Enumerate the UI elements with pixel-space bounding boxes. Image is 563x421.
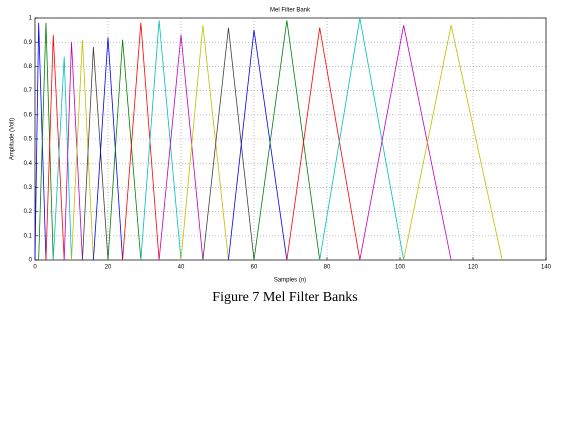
filter-line (158, 34, 204, 261)
y-tick-label: 0.9 (24, 40, 33, 46)
x-tick-label: 0 (33, 265, 37, 271)
filter-line (202, 27, 255, 261)
y-tick-label: 0.7 (24, 88, 33, 94)
x-tick-label: 120 (468, 265, 479, 271)
filter-line (34, 22, 47, 261)
y-tick-label: 0.3 (24, 185, 33, 191)
y-axis-label: Amplitude (Volt) (10, 118, 16, 160)
x-tick-label: 100 (395, 265, 406, 271)
filter-line (403, 25, 503, 261)
filter-line (122, 22, 160, 261)
filter-line (52, 56, 72, 261)
filter-line (63, 42, 83, 261)
filter-line (45, 34, 65, 261)
figure-caption: Figure 7 Mel Filter Banks (212, 290, 357, 305)
y-tick-label: 0.5 (24, 137, 33, 143)
chart-title: Mel Filter Bank (270, 8, 311, 14)
y-tick-label: 0.6 (24, 112, 33, 118)
filter-line (286, 27, 361, 261)
filter-line (93, 37, 123, 261)
y-tick-label: 0.1 (24, 233, 33, 239)
y-tick-label: 0 (29, 258, 33, 264)
x-axis-label: Samples (n) (274, 278, 306, 284)
filter-line (82, 47, 109, 261)
filter-line (319, 17, 405, 261)
x-tick-label: 80 (324, 265, 331, 271)
filter-line (140, 20, 182, 261)
filter-line (71, 39, 94, 261)
plot-frame (34, 17, 547, 261)
x-tick-label: 60 (251, 265, 258, 271)
y-tick-label: 0.2 (24, 209, 33, 215)
x-tick-label: 20 (105, 265, 112, 271)
filter-line (38, 22, 54, 261)
filter-line (228, 30, 288, 261)
filter-line (180, 25, 229, 261)
y-tick-label: 0.8 (24, 64, 33, 70)
filter-line (253, 20, 321, 261)
x-tick-label: 140 (541, 265, 552, 271)
y-tick-label: 1 (29, 16, 33, 22)
filter-line (359, 25, 452, 261)
y-tick-label: 0.4 (24, 161, 33, 167)
x-tick-label: 40 (178, 265, 185, 271)
filter-line (107, 39, 142, 261)
